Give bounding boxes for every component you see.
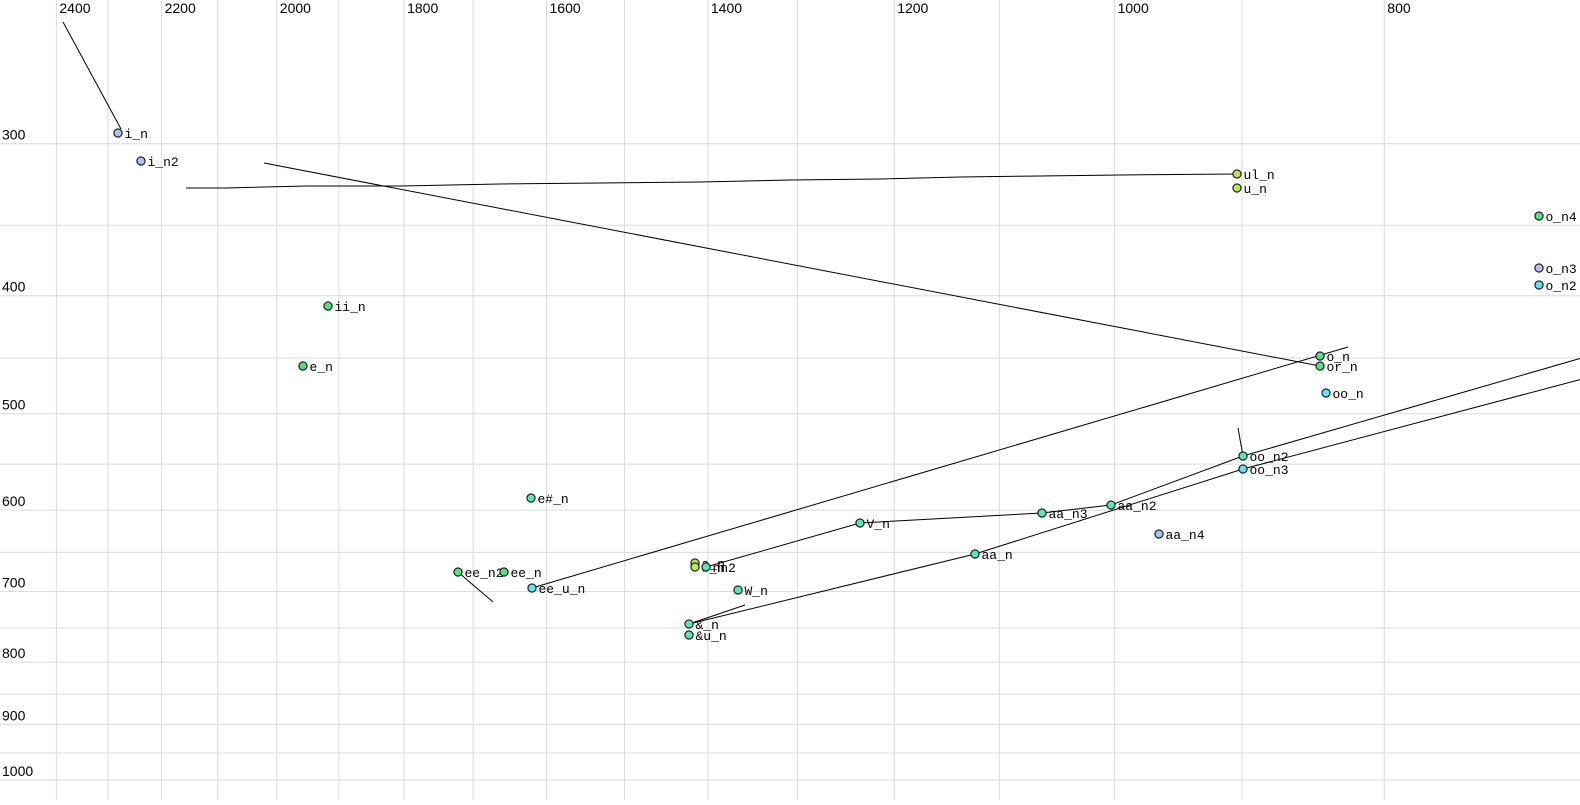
svg-text:ee_n2: ee_n2 xyxy=(465,566,504,581)
svg-text:400: 400 xyxy=(2,279,26,295)
svg-text:500: 500 xyxy=(2,397,26,413)
svg-text:800: 800 xyxy=(1387,0,1411,16)
svg-text:i_n2: i_n2 xyxy=(148,155,179,170)
svg-text:o_n3: o_n3 xyxy=(1546,262,1577,277)
svg-text:o_n4: o_n4 xyxy=(1546,210,1577,225)
svg-text:ee_u_n: ee_u_n xyxy=(539,582,586,597)
svg-text:1200: 1200 xyxy=(897,0,928,16)
svg-text:900: 900 xyxy=(2,707,26,723)
svg-text:1600: 1600 xyxy=(550,0,581,16)
svg-text:W_n: W_n xyxy=(745,584,768,599)
svg-text:1800: 1800 xyxy=(407,0,438,16)
svg-text:600: 600 xyxy=(2,493,26,509)
svg-text:i_n: i_n xyxy=(125,127,148,142)
svg-text:2200: 2200 xyxy=(165,0,196,16)
svg-text:300: 300 xyxy=(2,127,26,143)
svg-text:800: 800 xyxy=(2,645,26,661)
svg-text:1000: 1000 xyxy=(1118,0,1149,16)
svg-text:e#_n: e#_n xyxy=(538,492,569,507)
svg-text:o_n2: o_n2 xyxy=(1546,279,1577,294)
svg-text:aa_n: aa_n xyxy=(982,548,1013,563)
svg-text:&u_n: &u_n xyxy=(696,629,727,644)
svg-text:aa_n3: aa_n3 xyxy=(1049,507,1088,522)
svg-text:aa_n4: aa_n4 xyxy=(1166,528,1205,543)
svg-text:1000: 1000 xyxy=(2,763,33,779)
svg-text:V_n: V_n xyxy=(867,517,890,532)
svg-text:nn2: nn2 xyxy=(713,561,736,576)
svg-text:1400: 1400 xyxy=(711,0,742,16)
svg-text:2000: 2000 xyxy=(280,0,311,16)
svg-text:2400: 2400 xyxy=(59,0,90,16)
svg-text:700: 700 xyxy=(2,575,26,591)
svg-text:oo_n: oo_n xyxy=(1333,387,1364,402)
svg-text:ee_n: ee_n xyxy=(511,566,542,581)
svg-text:u_n: u_n xyxy=(1244,182,1267,197)
svg-text:e_n: e_n xyxy=(310,360,333,375)
svg-text:aa_n2: aa_n2 xyxy=(1118,499,1157,514)
svg-text:oo_n3: oo_n3 xyxy=(1250,463,1289,478)
svg-text:ul_n: ul_n xyxy=(1244,168,1275,183)
svg-text:or_n: or_n xyxy=(1327,360,1358,375)
svg-text:ii_n: ii_n xyxy=(335,300,366,315)
